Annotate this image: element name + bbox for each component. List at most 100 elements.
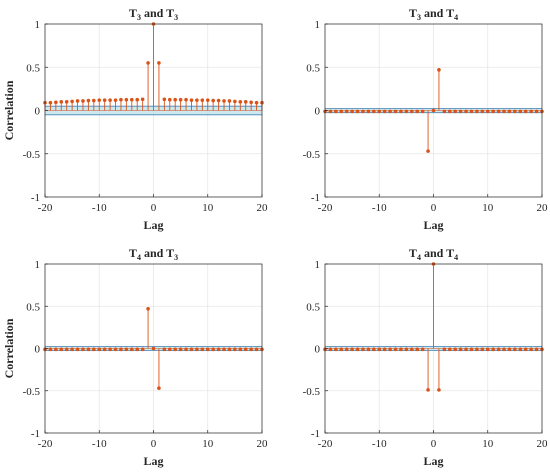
- title-text: T: [409, 6, 417, 20]
- stem-marker: [355, 109, 360, 114]
- stem-marker: [523, 109, 528, 114]
- stem-marker: [238, 347, 243, 352]
- stem-marker: [491, 109, 495, 114]
- title-subscript: 3: [174, 13, 178, 22]
- x-tick-label: -20: [318, 438, 333, 450]
- x-axis-label: Lag: [143, 454, 163, 468]
- title-subscript: 4: [454, 253, 458, 262]
- stem-marker: [146, 61, 150, 65]
- x-tick-label: -20: [38, 202, 53, 214]
- y-tick-label: -0.5: [23, 149, 41, 161]
- y-tick-label: -1: [311, 192, 320, 204]
- stem-marker: [399, 109, 403, 114]
- y-tick-label: 0: [35, 106, 41, 118]
- stem-marker: [162, 97, 167, 102]
- stem-marker: [507, 109, 512, 114]
- stem-marker: [81, 99, 85, 103]
- stem-marker: [415, 109, 420, 114]
- stem-marker: [507, 347, 512, 352]
- stem-marker: [70, 347, 74, 352]
- stem-marker: [475, 347, 479, 352]
- stem-marker: [420, 109, 425, 114]
- stem-marker: [464, 347, 468, 352]
- stem-marker: [233, 347, 237, 352]
- stem-marker: [404, 109, 409, 114]
- stem-marker: [393, 109, 398, 114]
- y-tick-label: 0: [315, 106, 321, 118]
- stem-marker: [480, 347, 485, 352]
- title-subscript: 4: [454, 13, 458, 22]
- stem-marker: [382, 347, 387, 352]
- y-tick-label: -0.5: [303, 386, 321, 398]
- y-tick-label: -1: [311, 428, 320, 440]
- stem-marker: [75, 99, 80, 103]
- y-tick-label: 1: [315, 259, 321, 271]
- x-axis-label: Lag: [423, 218, 443, 232]
- stem-marker: [366, 109, 371, 114]
- stem-marker: [227, 347, 232, 352]
- stem-marker: [447, 109, 452, 114]
- stem-marker: [334, 347, 338, 352]
- stem-marker: [458, 347, 463, 352]
- y-tick-label: 0.5: [26, 62, 40, 74]
- stem-marker: [205, 347, 210, 352]
- stem-marker: [92, 347, 96, 352]
- stem-marker: [48, 347, 53, 352]
- stem-marker: [211, 347, 215, 352]
- x-tick-label: 0: [431, 438, 437, 450]
- stem-marker: [485, 109, 490, 114]
- stem-marker: [523, 347, 528, 352]
- stem-marker: [453, 347, 458, 352]
- stem-marker: [513, 347, 517, 352]
- x-tick-label: -10: [372, 202, 387, 214]
- y-tick-label: -0.5: [23, 386, 41, 398]
- stem-marker: [426, 388, 430, 392]
- x-tick-label: -10: [372, 438, 387, 450]
- stem-marker: [200, 347, 205, 352]
- stem-marker: [86, 98, 91, 103]
- stem-marker: [426, 149, 430, 153]
- stem-marker: [173, 347, 177, 352]
- stem-marker: [415, 347, 420, 352]
- stem-marker: [75, 347, 80, 352]
- y-tick-label: 0.5: [306, 301, 320, 313]
- stem-marker: [119, 97, 123, 102]
- stem-marker: [534, 109, 539, 114]
- stem-marker: [518, 347, 523, 352]
- x-axis-label: Lag: [423, 454, 443, 468]
- stem-marker: [377, 347, 382, 352]
- stem-marker: [377, 109, 382, 114]
- title-subscript: 4: [137, 253, 141, 262]
- stem-marker: [447, 347, 452, 352]
- y-tick-label: 0: [315, 344, 321, 356]
- stem-marker: [97, 347, 102, 352]
- stem-marker: [140, 97, 145, 102]
- stem-marker: [54, 100, 58, 105]
- stem-marker: [410, 347, 414, 352]
- stem-marker: [442, 347, 447, 352]
- stem-marker: [442, 109, 447, 114]
- title-text: and T: [421, 246, 454, 260]
- y-axis-label: Correlation: [2, 80, 16, 140]
- stem-marker: [399, 347, 403, 352]
- stem-marker: [48, 100, 53, 105]
- x-tick-label: -10: [92, 438, 107, 450]
- stem-marker: [151, 346, 156, 351]
- stem-marker: [140, 347, 145, 352]
- stem-marker: [382, 109, 387, 114]
- stem-marker: [64, 347, 69, 352]
- y-tick-label: -1: [31, 192, 40, 204]
- stem-marker: [513, 109, 517, 114]
- stem-marker: [355, 347, 360, 352]
- stem-marker: [529, 347, 533, 352]
- stem-marker: [458, 109, 463, 114]
- title-text: T: [129, 246, 137, 260]
- stem-marker: [350, 109, 354, 114]
- title-text: T: [129, 6, 137, 20]
- stem-marker: [328, 347, 333, 352]
- y-tick-label: -0.5: [303, 149, 321, 161]
- x-tick-label: 10: [482, 438, 494, 450]
- stem-marker: [469, 347, 474, 352]
- y-tick-label: 1: [35, 259, 41, 271]
